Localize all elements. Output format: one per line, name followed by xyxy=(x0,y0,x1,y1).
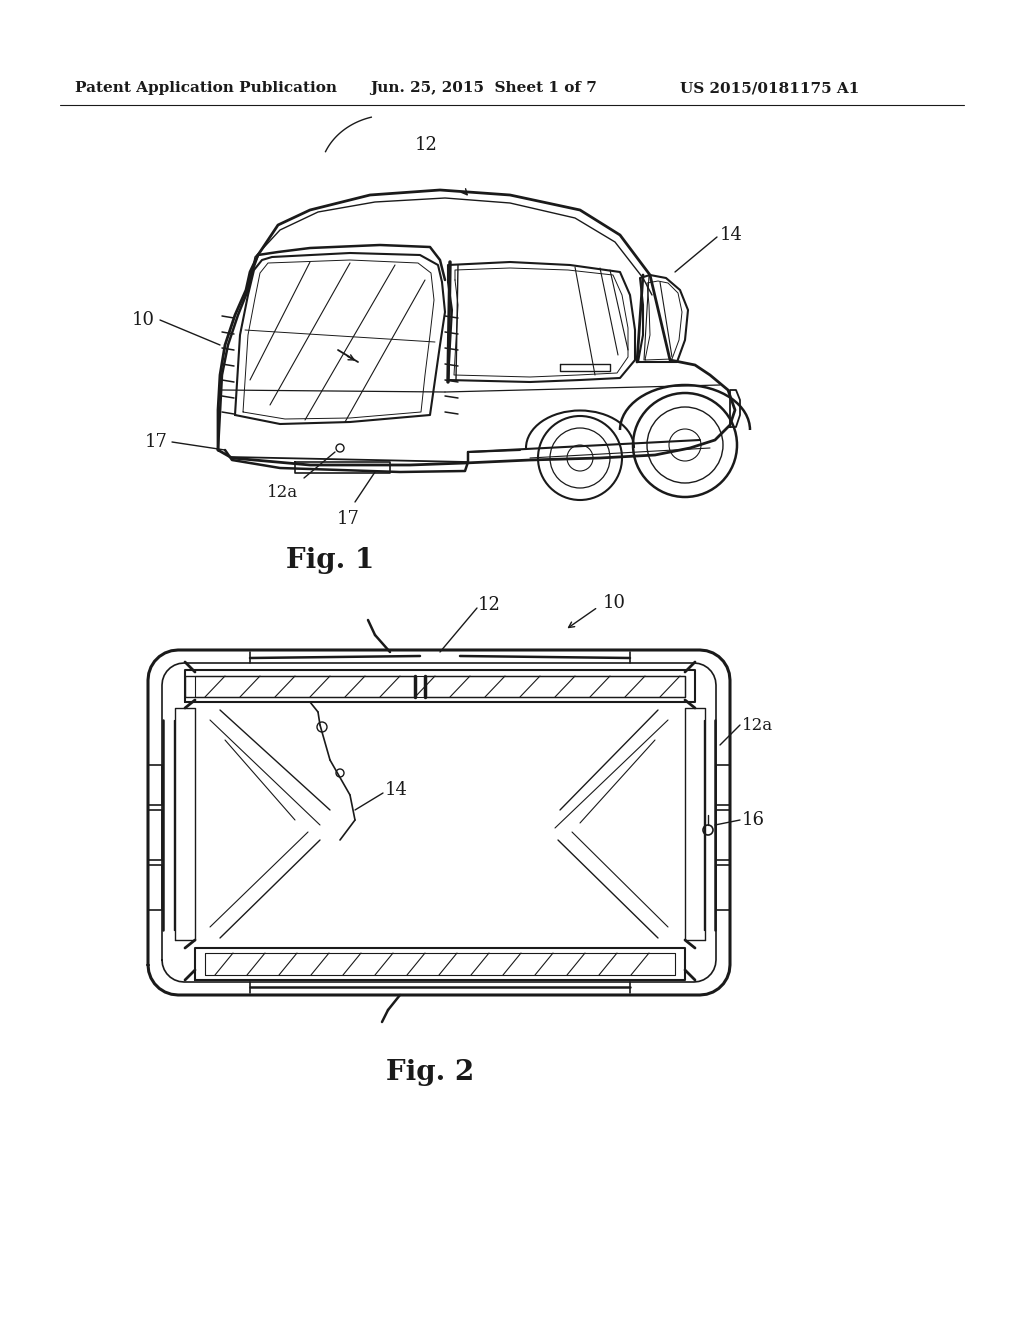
Text: Jun. 25, 2015  Sheet 1 of 7: Jun. 25, 2015 Sheet 1 of 7 xyxy=(370,81,597,95)
Text: 12a: 12a xyxy=(267,484,298,502)
Text: 14: 14 xyxy=(720,226,742,244)
Text: 12: 12 xyxy=(478,597,501,614)
Text: 12: 12 xyxy=(415,136,438,154)
Text: Fig. 1: Fig. 1 xyxy=(286,546,374,573)
Text: 10: 10 xyxy=(132,312,155,329)
Text: 17: 17 xyxy=(337,510,359,528)
Text: 16: 16 xyxy=(742,810,765,829)
Text: 12a: 12a xyxy=(742,717,773,734)
Text: Fig. 2: Fig. 2 xyxy=(386,1059,474,1085)
Text: US 2015/0181175 A1: US 2015/0181175 A1 xyxy=(680,81,859,95)
Text: 10: 10 xyxy=(603,594,626,612)
Text: 17: 17 xyxy=(145,433,168,451)
Text: 14: 14 xyxy=(385,781,408,799)
Text: Patent Application Publication: Patent Application Publication xyxy=(75,81,337,95)
